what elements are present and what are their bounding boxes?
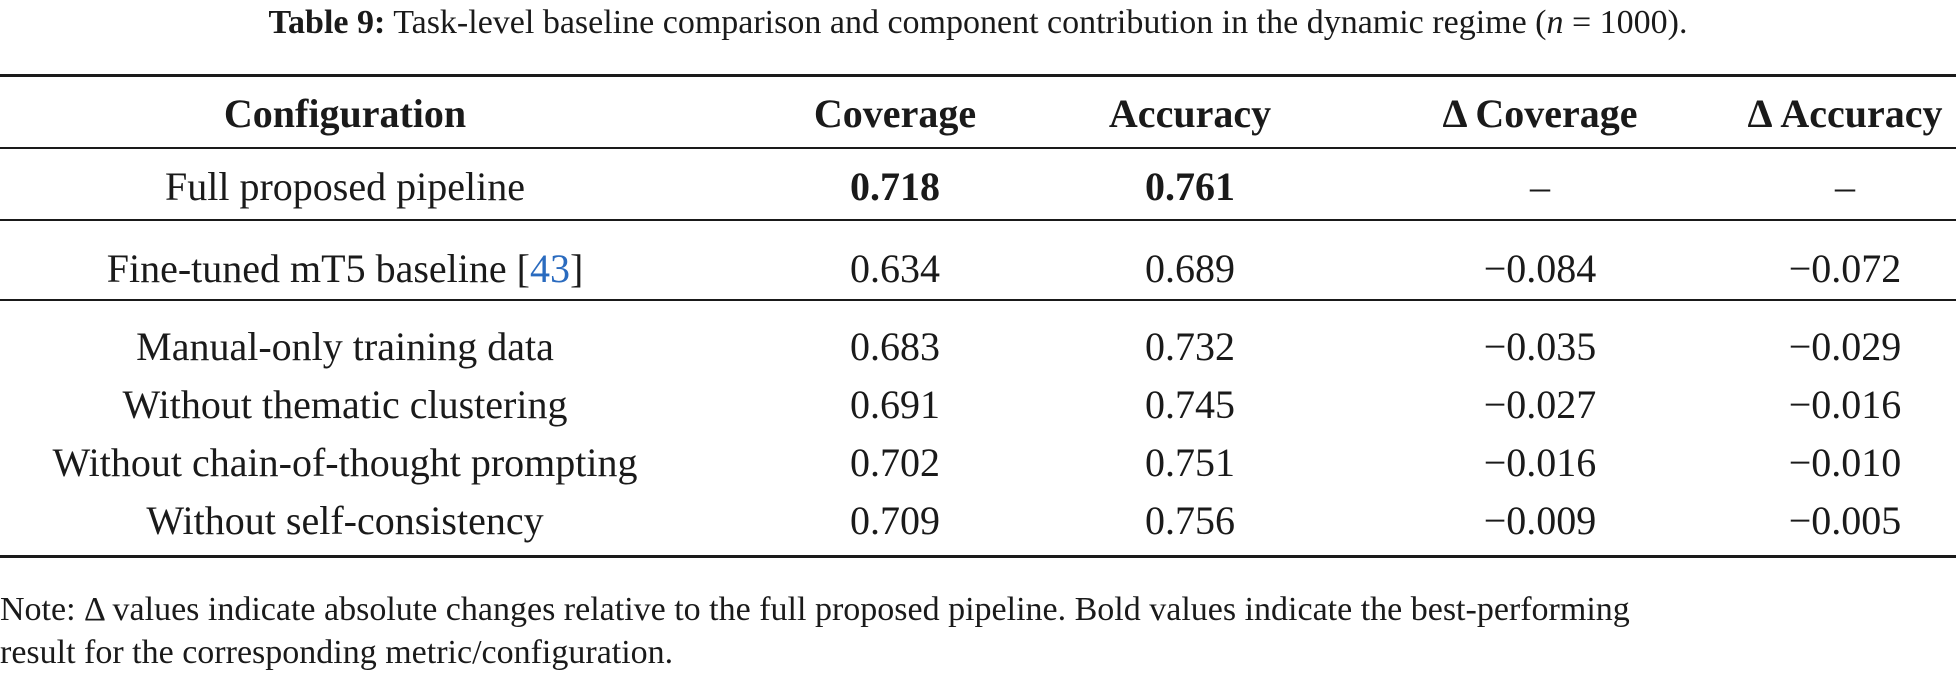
cell-delta-coverage: −0.084 (1483, 246, 1597, 291)
cell-accuracy: 0.751 (1145, 440, 1235, 485)
cell-delta-coverage: −0.009 (1483, 498, 1597, 543)
cell-accuracy: 0.745 (1145, 382, 1235, 427)
cell-configuration: Full proposed pipeline (165, 164, 525, 209)
cell-configuration: Without thematic clustering (122, 382, 568, 427)
cell-configuration: Without self-consistency (146, 498, 544, 543)
cell-accuracy: 0.756 (1145, 498, 1235, 543)
cell-coverage: 0.634 (850, 246, 940, 291)
cell-coverage: 0.691 (850, 382, 940, 427)
note-line-2: result for the corresponding metric/conf… (0, 634, 674, 671)
table-row-ablation: Without self-consistency 0.709 0.756 −0.… (0, 492, 1956, 550)
table-row-ablation: Without chain-of-thought prompting 0.702… (0, 434, 1956, 492)
cell-delta-accuracy: – (1835, 164, 1855, 209)
citation-link[interactable]: 43 (529, 246, 570, 291)
caption-text-after: = 1000). (1563, 4, 1688, 41)
cell-delta-coverage: −0.027 (1483, 382, 1597, 427)
cell-delta-accuracy: −0.072 (1788, 246, 1902, 291)
note-line-1: Note: Δ values indicate absolute changes… (0, 591, 1630, 628)
cell-delta-accuracy: −0.016 (1788, 382, 1902, 427)
baseline-config-close: ] (569, 246, 584, 291)
cell-configuration: Manual-only training data (136, 324, 554, 369)
cell-accuracy: 0.761 (1145, 164, 1235, 209)
section-rule-2 (0, 299, 1956, 301)
section-rule-1 (0, 219, 1956, 221)
table-note: Note: Δ values indicate absolute changes… (0, 588, 1956, 674)
cell-delta-coverage: −0.016 (1483, 440, 1597, 485)
bottom-rule (0, 555, 1956, 558)
cell-coverage: 0.709 (850, 498, 940, 543)
header-delta-coverage: Δ Coverage (1442, 91, 1638, 136)
header-accuracy: Accuracy (1108, 91, 1272, 136)
cell-delta-accuracy: −0.005 (1788, 498, 1902, 543)
caption-text-before: Task-level baseline comparison and compo… (393, 4, 1547, 41)
cell-delta-accuracy: −0.010 (1788, 440, 1902, 485)
table-row-ablation: Without thematic clustering 0.691 0.745 … (0, 376, 1956, 434)
table-header-row: Configuration Coverage Accuracy Δ Covera… (0, 85, 1956, 143)
table-row-baseline: Fine-tuned mT5 baseline [43] 0.634 0.689… (0, 240, 1956, 298)
header-rule (0, 147, 1956, 149)
header-coverage: Coverage (813, 91, 977, 136)
cell-accuracy: 0.689 (1145, 246, 1235, 291)
table-row-ablation: Manual-only training data 0.683 0.732 −0… (0, 318, 1956, 376)
top-rule (0, 74, 1956, 77)
cell-accuracy: 0.732 (1145, 324, 1235, 369)
cell-coverage: 0.683 (850, 324, 940, 369)
cell-coverage: 0.718 (850, 164, 940, 209)
header-delta-accuracy: Δ Accuracy (1747, 91, 1943, 136)
cell-delta-coverage: −0.035 (1483, 324, 1597, 369)
cell-delta-coverage: – (1530, 164, 1550, 209)
cell-configuration: Fine-tuned mT5 baseline [43] (0, 240, 690, 298)
caption-label: Table 9: (268, 4, 386, 41)
baseline-config-text: Fine-tuned mT5 baseline [ (106, 246, 530, 291)
cell-delta-accuracy: −0.029 (1788, 324, 1902, 369)
cell-configuration: Without chain-of-thought prompting (52, 440, 638, 485)
cell-coverage: 0.702 (850, 440, 940, 485)
table-caption: Table 9: Task-level baseline comparison … (0, 2, 1956, 44)
caption-n-symbol: n (1546, 4, 1564, 41)
table-row-full-pipeline: Full proposed pipeline 0.718 0.761 – – (0, 158, 1956, 216)
header-configuration: Configuration (223, 91, 467, 136)
